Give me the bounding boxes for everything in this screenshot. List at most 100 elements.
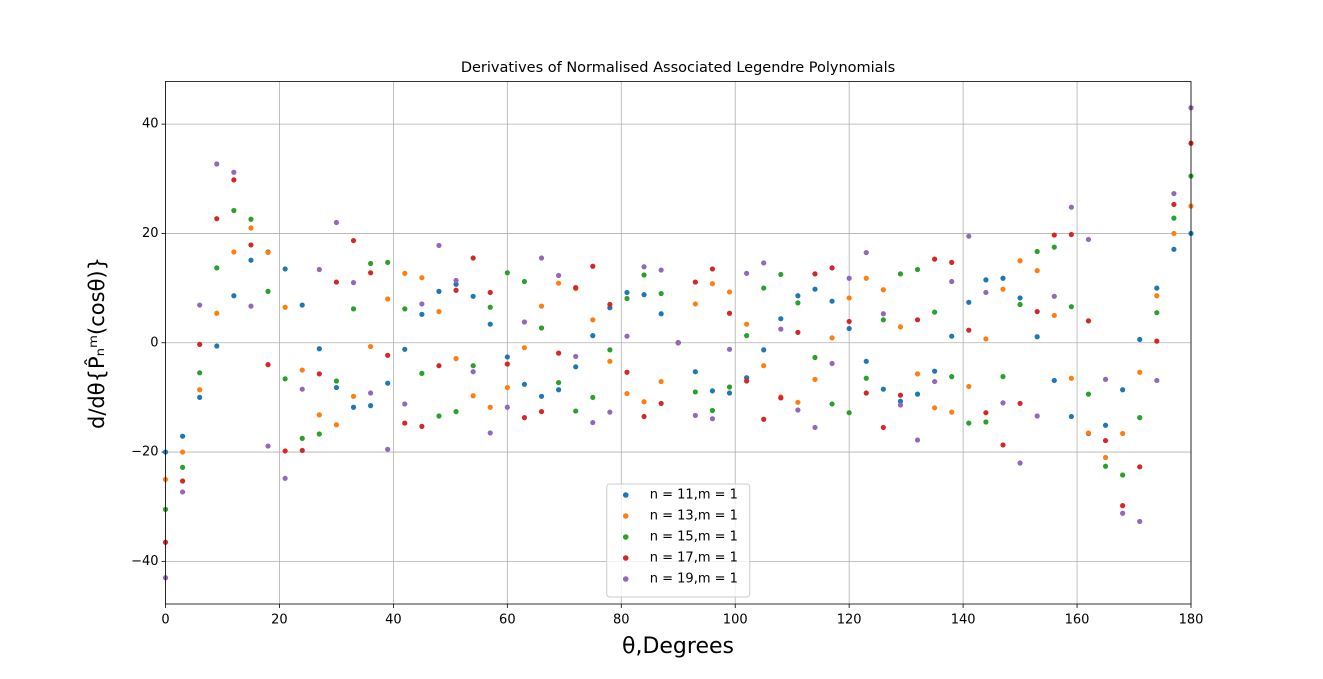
data-point — [487, 289, 493, 296]
x-tick-label: 40 — [385, 613, 402, 628]
x-tick-label: 0 — [161, 613, 169, 628]
data-point — [368, 390, 374, 396]
data-point — [1017, 301, 1023, 308]
data-point — [1154, 377, 1160, 384]
data-point — [658, 378, 664, 385]
data-point — [419, 423, 425, 429]
data-point — [692, 279, 698, 285]
data-point — [436, 363, 442, 369]
data-point — [1034, 334, 1040, 340]
data-point — [1120, 503, 1126, 509]
data-point — [521, 345, 528, 351]
data-point — [179, 464, 186, 470]
data-point — [983, 277, 989, 283]
data-point — [1137, 415, 1143, 421]
data-point — [453, 409, 459, 415]
x-axis-label: θ,Degrees — [622, 634, 734, 659]
legend-label: n = 15,m = 1 — [650, 530, 738, 545]
legend: n = 11,m = 1 n = 13,m = 1 n = 15,m = 1 n = … — [606, 483, 751, 598]
data-point — [590, 333, 596, 339]
data-point — [658, 290, 664, 297]
data-point — [863, 390, 869, 396]
legend-label: n = 13,m = 1 — [650, 509, 738, 524]
data-point — [368, 343, 374, 350]
data-point — [829, 401, 835, 407]
data-point — [1000, 275, 1006, 281]
data-point — [761, 347, 767, 353]
data-point — [795, 293, 801, 299]
data-point — [1017, 295, 1023, 301]
data-point — [726, 289, 733, 295]
data-point — [795, 300, 801, 306]
data-point — [983, 419, 989, 425]
x-tick-label: 100 — [723, 613, 748, 628]
data-point — [385, 352, 391, 358]
data-point — [607, 358, 613, 364]
x-tick-label: 180 — [1179, 613, 1204, 628]
data-point — [1137, 369, 1143, 375]
data-point — [692, 301, 698, 307]
data-point — [299, 447, 305, 454]
y-tick-label: 20 — [142, 226, 159, 241]
data-point — [709, 281, 716, 287]
data-point — [453, 355, 459, 362]
data-point — [214, 310, 220, 316]
data-point — [299, 367, 305, 373]
x-tick-label: 140 — [951, 613, 976, 628]
data-point — [402, 401, 408, 407]
data-point — [265, 443, 271, 449]
data-point — [265, 362, 271, 368]
data-point — [453, 277, 459, 284]
data-point — [692, 412, 698, 419]
data-point — [795, 329, 801, 335]
data-point — [453, 281, 459, 287]
data-point — [487, 404, 493, 410]
data-point — [556, 280, 562, 286]
data-point — [846, 275, 852, 281]
y-tick-label: 40 — [142, 117, 159, 132]
data-point — [197, 341, 203, 347]
data-point — [624, 390, 630, 397]
data-point — [914, 371, 921, 377]
data-point — [726, 384, 733, 390]
data-point — [231, 293, 237, 299]
data-point — [385, 296, 391, 302]
data-point — [812, 286, 818, 292]
data-point — [333, 219, 340, 226]
data-point — [419, 311, 425, 317]
data-point — [641, 264, 647, 270]
data-point — [863, 249, 869, 256]
data-point — [282, 266, 288, 272]
data-point — [949, 278, 955, 285]
data-point — [1068, 231, 1074, 238]
data-point — [504, 270, 510, 276]
data-point — [914, 437, 921, 443]
data-point — [385, 380, 391, 386]
data-point — [402, 420, 408, 426]
data-point — [709, 388, 716, 394]
data-point — [897, 271, 904, 277]
data-point — [966, 327, 972, 333]
data-point — [966, 420, 972, 426]
data-point — [453, 287, 459, 293]
data-point — [880, 386, 886, 392]
data-point — [932, 368, 938, 374]
data-point — [402, 306, 408, 312]
data-point — [949, 333, 955, 339]
data-point — [1051, 232, 1057, 238]
data-point — [197, 387, 203, 393]
data-point — [658, 267, 664, 273]
data-point — [778, 326, 784, 332]
data-point — [1034, 308, 1040, 315]
data-point — [1171, 201, 1177, 208]
data-point — [316, 431, 322, 437]
data-point — [1000, 374, 1006, 380]
data-point — [538, 393, 545, 399]
data-point — [1085, 391, 1092, 397]
data-point — [624, 295, 630, 302]
data-point — [1102, 422, 1109, 428]
data-point — [556, 380, 562, 386]
data-point — [880, 311, 886, 317]
data-point — [1068, 204, 1074, 210]
data-point — [316, 371, 322, 377]
